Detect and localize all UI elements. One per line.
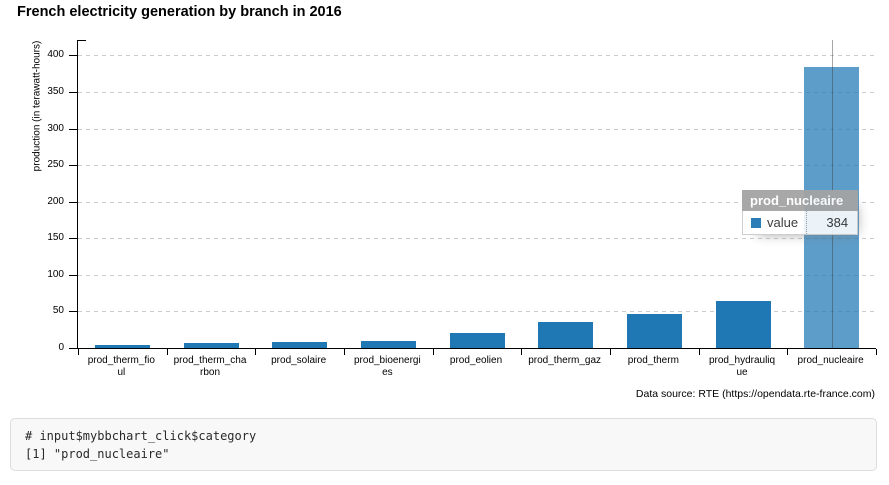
- x-axis-label: prod_bioenergi es: [353, 355, 421, 378]
- x-axis-labels: prod_therm_fio ul prod_therm_cha rbon prod_s…: [77, 355, 875, 383]
- gridline: [78, 165, 874, 167]
- x-axis-tick: [698, 349, 700, 355]
- y-axis-tick-label: 400: [47, 49, 64, 61]
- x-axis-label: prod_therm_cha rbon: [173, 355, 247, 378]
- x-axis-label: prod_therm_gaz: [528, 355, 602, 366]
- bar-prod_therm_fioul[interactable]: [94, 345, 150, 348]
- y-axis-tick-label: 300: [47, 122, 64, 134]
- y-axis-tick: [69, 201, 77, 203]
- y-axis-tick: [69, 91, 77, 93]
- x-axis-label: prod_solaire: [271, 355, 327, 366]
- x-axis-label: prod_therm: [627, 355, 679, 366]
- x-axis-label: prod_eolien: [449, 355, 503, 366]
- bar-prod_therm_charbon[interactable]: [183, 342, 239, 348]
- y-axis-tick: [69, 128, 77, 130]
- y-axis-tick: [69, 238, 77, 240]
- series-swatch-icon: [751, 217, 761, 228]
- bar-prod_bioenergies[interactable]: [360, 341, 416, 348]
- chart-title: French electricity generation by branch …: [17, 4, 342, 20]
- y-axis-top-cap: [78, 40, 86, 41]
- y-axis-tick-label: 250: [47, 159, 64, 171]
- y-axis-tick: [69, 348, 77, 349]
- x-axis-label: prod_hydrauliq ue: [708, 355, 776, 378]
- gridline: [78, 311, 874, 313]
- x-axis-tick: [255, 349, 257, 355]
- x-axis-tick: [78, 349, 79, 355]
- x-axis-tick: [787, 349, 789, 355]
- data-source-note: Data source: RTE (https://opendata.rte-f…: [635, 388, 875, 400]
- x-axis-tick: [876, 349, 877, 355]
- bar-prod_therm_gaz[interactable]: [538, 322, 594, 348]
- y-axis-tick-label: 200: [47, 195, 64, 207]
- x-axis-label: prod_therm_fio ul: [87, 355, 155, 378]
- gridline: [78, 274, 874, 276]
- bar-prod_eolien[interactable]: [449, 332, 505, 348]
- console-line: # input$mybbchart_click$category: [25, 429, 257, 443]
- bar-prod_hydraulique[interactable]: [715, 301, 771, 348]
- y-axis-tick: [69, 311, 77, 313]
- y-axis-tick: [69, 165, 77, 167]
- y-axis-tick-label: 50: [52, 305, 64, 317]
- gridline: [78, 128, 874, 130]
- console-line: [1] "prod_nucleaire": [25, 447, 170, 461]
- tooltip-value: 384: [806, 211, 857, 234]
- tooltip-series-label: value: [767, 215, 799, 230]
- y-axis-tick: [69, 55, 77, 57]
- tooltip-title: prod_nucleaire: [742, 190, 859, 211]
- y-axis-tick-label: 150: [47, 232, 64, 244]
- bar-prod_therm[interactable]: [626, 314, 682, 348]
- y-axis-tick-label: 0: [58, 342, 64, 353]
- gridline: [78, 238, 874, 240]
- y-axis-tick-label: 350: [47, 85, 64, 97]
- tooltip: prod_nucleaire value 384: [742, 190, 859, 235]
- x-axis-tick: [521, 349, 523, 355]
- gridline: [78, 55, 874, 57]
- x-axis-tick: [610, 349, 611, 355]
- tooltip-row: value 384: [742, 211, 859, 235]
- bar-prod_solaire[interactable]: [272, 342, 328, 348]
- gridline: [78, 201, 874, 203]
- x-axis-tick: [344, 349, 345, 355]
- x-axis-tick: [432, 349, 434, 355]
- y-axis-tick: [69, 274, 77, 276]
- console-output: # input$mybbchart_click$category [1] "pr…: [10, 418, 877, 471]
- gridline: [78, 91, 874, 93]
- x-axis-tick: [166, 349, 168, 355]
- tooltip-series: value: [743, 211, 806, 234]
- x-axis-label: prod_nucleaire: [797, 355, 864, 366]
- y-axis-tick-label: 100: [47, 268, 64, 280]
